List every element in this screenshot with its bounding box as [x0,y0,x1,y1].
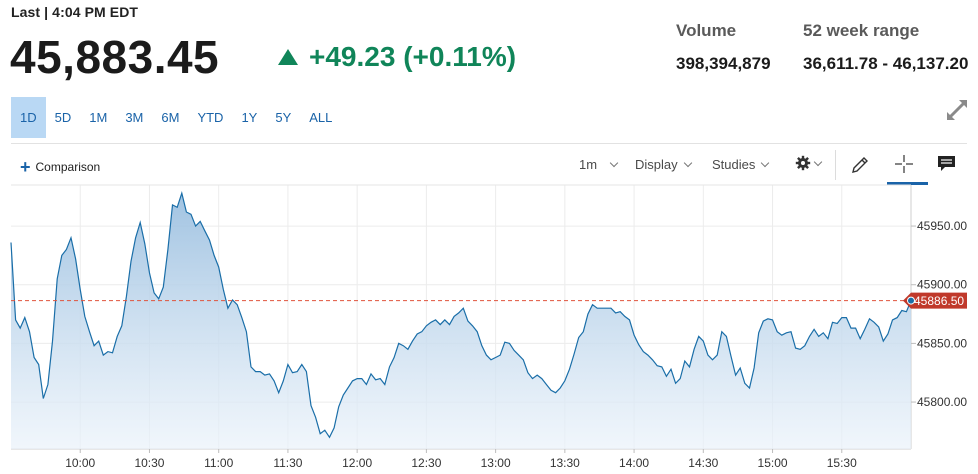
tab-1m[interactable]: 1M [89,110,108,125]
tab-5d[interactable]: 5D [54,110,72,125]
tab-1d[interactable]: 1D [11,97,46,138]
price-area [11,193,911,449]
price-change: +49.23 (+0.11%) [278,40,516,74]
y-tick-label: 45900.00 [917,278,967,292]
expand-icon[interactable] [943,96,971,124]
tab-ytd[interactable]: YTD [197,110,224,125]
x-tick-label: 10:00 [65,456,95,470]
x-tick-label: 10:30 [134,456,164,470]
comment-icon[interactable] [937,155,957,173]
last-price-label: 45886.50 [914,294,964,308]
x-tick-label: 12:00 [342,456,372,470]
crosshair-icon[interactable] [894,154,914,174]
up-arrow-icon [278,49,298,65]
time-range-tabs: 1D 5D 1M 3M 6M YTD 1Y 5Y ALL [11,97,341,138]
y-tick-label: 45800.00 [917,395,967,409]
x-tick-label: 13:30 [550,456,580,470]
index-price: 45,883.45 [10,31,220,83]
comparison-label: Comparison [35,160,101,174]
last-price-badge [903,292,967,309]
y-tick-label: 45950.00 [917,219,967,233]
display-dropdown[interactable]: Display [635,157,692,172]
x-tick-label: 14:00 [619,456,649,470]
price-change-value: +49.23 (+0.11%) [309,41,517,72]
gear-icon [795,155,811,171]
y-tick-label: 45850.00 [917,336,967,350]
x-tick-label: 11:00 [204,456,233,470]
interval-dropdown[interactable]: 1m [579,157,619,172]
volume-value: 398,394,879 [676,54,771,73]
tab-5y[interactable]: 5Y [275,110,292,125]
display-label: Display [635,157,678,172]
52-week-range-label: 52 week range [803,21,920,40]
plus-icon: + [20,157,31,177]
52-week-range-value: 36,611.78 - 46,137.20 [803,54,969,73]
interval-label: 1m [579,157,598,172]
last-price-dot [907,296,915,305]
tab-6m[interactable]: 6M [161,110,180,125]
price-line [10,191,912,439]
settings-dropdown[interactable] [795,155,823,171]
tab-1y[interactable]: 1Y [241,110,258,125]
studies-label: Studies [712,157,756,172]
comparison-button[interactable]: + Comparison [20,157,101,177]
pencil-icon[interactable] [850,155,870,175]
chevron-down-icon [761,158,770,168]
x-tick-label: 12:30 [411,456,441,470]
tab-all[interactable]: ALL [309,110,333,125]
x-tick-label: 15:00 [758,456,788,470]
x-tick-label: 14:30 [688,456,718,470]
chevron-down-icon [683,158,692,168]
studies-dropdown[interactable]: Studies [712,157,770,172]
x-tick-label: 15:30 [827,456,857,470]
last-price-marker: 45886.50 [903,292,967,309]
y-axis-ticks: 45950.00 45900.00 45850.00 45800.00 [911,219,967,409]
chevron-down-icon [813,157,823,166]
x-tick-label: 13:00 [481,456,511,470]
volume-label: Volume [676,21,737,40]
chevron-down-icon [609,158,619,168]
crosshair-active-indicator [887,182,928,185]
x-tick-label: 11:30 [273,456,302,470]
x-axis-ticks: 10:00 10:30 11:00 11:30 12:00 12:30 13:00 13:30… [65,449,857,470]
tab-3m[interactable]: 3M [125,110,144,125]
header-divider [11,143,967,144]
last-update-label: Last | 4:04 PM EDT [11,4,139,20]
toolbar-separator [835,150,836,180]
